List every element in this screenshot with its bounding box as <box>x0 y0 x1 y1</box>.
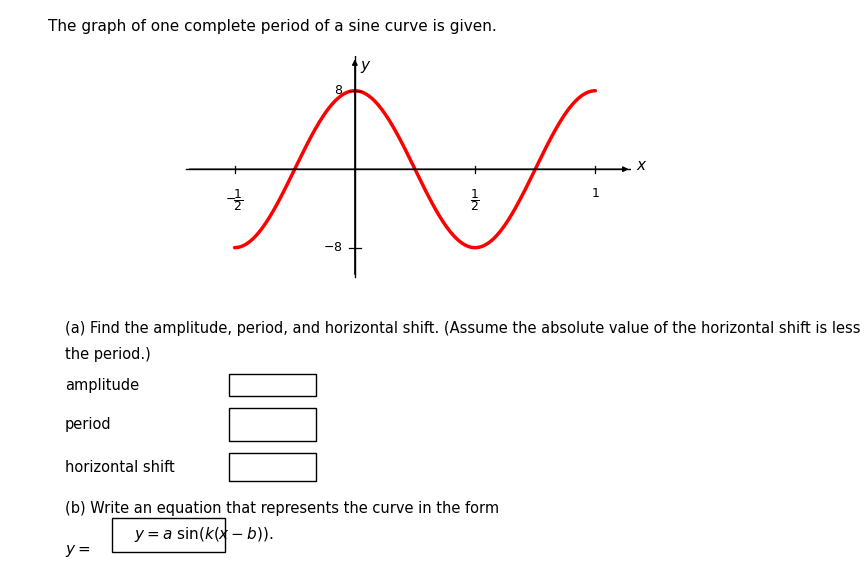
Text: horizontal shift: horizontal shift <box>65 460 175 475</box>
Text: period: period <box>65 417 112 433</box>
Bar <box>229 453 316 481</box>
Text: the period.): the period.) <box>65 347 151 362</box>
Bar <box>229 374 316 396</box>
Text: $1$: $1$ <box>591 187 599 200</box>
Text: y: y <box>361 58 370 73</box>
Bar <box>112 518 225 552</box>
Text: $y = a\ \mathrm{sin}(k(x - b)).$: $y = a\ \mathrm{sin}(k(x - b)).$ <box>134 525 273 544</box>
Text: $-\!\dfrac{1}{2}$: $-\!\dfrac{1}{2}$ <box>226 187 244 213</box>
Text: amplitude: amplitude <box>65 378 139 393</box>
Text: $-8$: $-8$ <box>324 241 343 254</box>
Text: $8$: $8$ <box>334 84 343 97</box>
Text: (a) Find the amplitude, period, and horizontal shift. (Assume the absolute value: (a) Find the amplitude, period, and hori… <box>65 321 865 337</box>
Text: $\dfrac{1}{2}$: $\dfrac{1}{2}$ <box>470 187 480 213</box>
Bar <box>229 408 316 441</box>
Text: $y =$: $y =$ <box>65 543 90 558</box>
Text: x: x <box>637 158 645 173</box>
Text: (b) Write an equation that represents the curve in the form: (b) Write an equation that represents th… <box>65 501 499 516</box>
Text: The graph of one complete period of a sine curve is given.: The graph of one complete period of a si… <box>48 19 497 34</box>
